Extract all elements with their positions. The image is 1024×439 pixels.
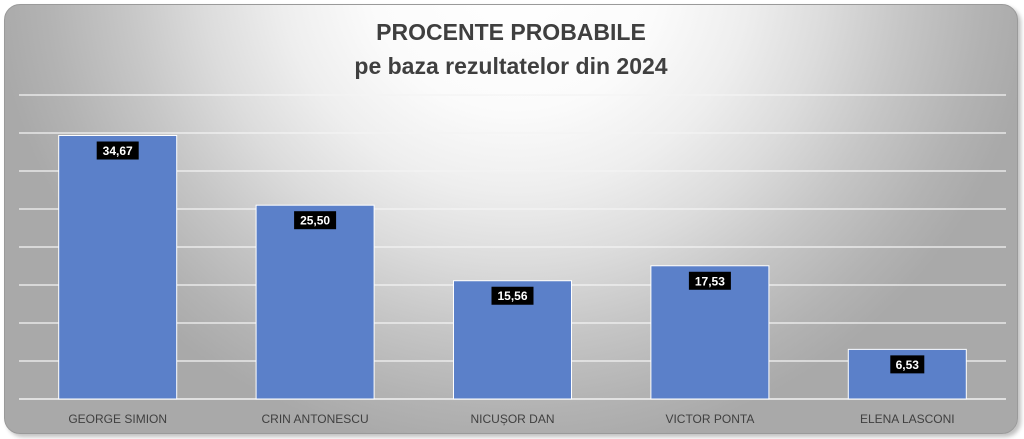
chart-subtitle: pe baza rezultatelor din 2024: [354, 53, 668, 79]
x-tick-label: ELENA LASCONI: [860, 412, 955, 426]
data-label-box: [688, 271, 731, 290]
data-label: 17,53: [695, 274, 725, 288]
x-tick-label: NICUȘOR DAN: [470, 412, 554, 426]
plot-area: 34,67 GEORGE SIMION 25,50 CRIN ANTONESCU 15,…: [19, 94, 1006, 426]
data-label-box: [890, 355, 925, 374]
data-label: 15,56: [497, 289, 527, 303]
data-label-box: [96, 141, 139, 160]
data-label-box: [294, 211, 337, 230]
data-label-box: [491, 286, 534, 305]
data-label: 6,53: [896, 358, 920, 372]
x-tick-label: VICTOR PONTA: [665, 412, 754, 426]
chart-title: PROCENTE PROBABILE: [376, 19, 646, 45]
data-label: 34,67: [103, 144, 133, 158]
data-label: 25,50: [300, 214, 330, 228]
bar: [255, 204, 375, 400]
x-tick-label: GEORGE SIMION: [68, 412, 167, 426]
bar: [58, 135, 178, 400]
x-tick-label: CRIN ANTONESCU: [262, 412, 369, 426]
chart-container: PROCENTE PROBABILE pe baza rezultatelor …: [4, 4, 1018, 434]
